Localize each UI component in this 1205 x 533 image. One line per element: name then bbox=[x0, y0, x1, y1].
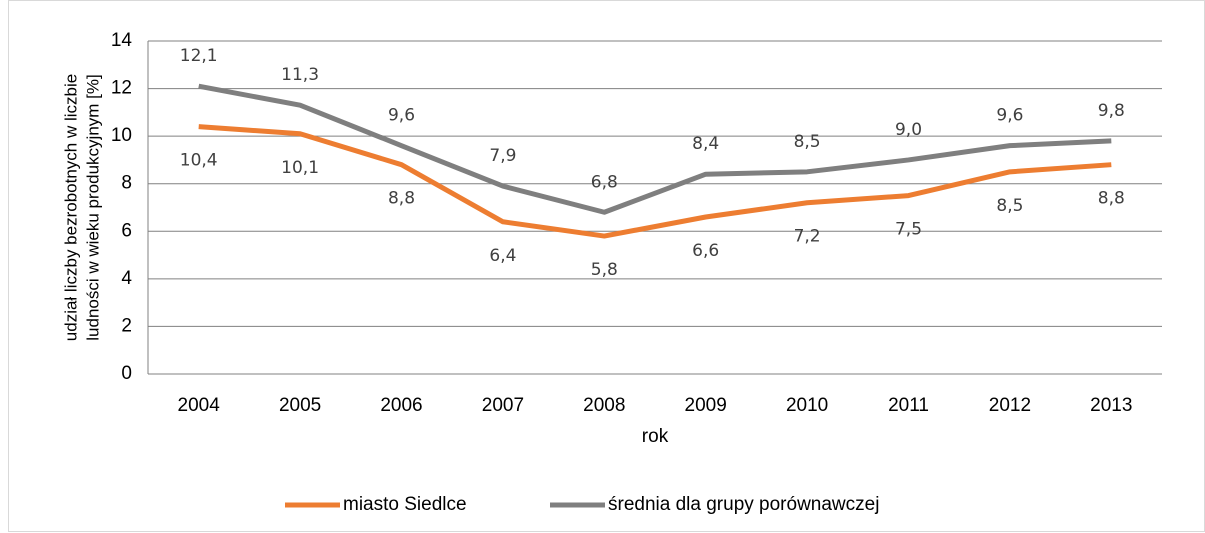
data-label: 8,8 bbox=[388, 189, 415, 209]
y-tick-label: 14 bbox=[111, 30, 133, 51]
data-label: 12,1 bbox=[180, 46, 218, 66]
x-tick-label: 2004 bbox=[178, 395, 221, 416]
data-label: 5,8 bbox=[591, 260, 618, 280]
y-tick-label: 12 bbox=[111, 78, 132, 99]
y-tick-label: 2 bbox=[121, 315, 132, 336]
data-label: 6,4 bbox=[489, 246, 516, 266]
x-axis-label: rok bbox=[642, 426, 669, 447]
data-label: 9,6 bbox=[388, 106, 415, 126]
data-label: 9,6 bbox=[996, 106, 1023, 126]
series-line bbox=[198, 83, 1112, 215]
legend-label: miasto Siedlce bbox=[343, 494, 467, 515]
data-label: 10,4 bbox=[180, 151, 218, 171]
y-tick-label: 10 bbox=[111, 125, 132, 146]
x-tick-label: 2011 bbox=[888, 395, 929, 416]
series-line bbox=[198, 124, 1112, 239]
data-label: 8,5 bbox=[996, 196, 1023, 216]
data-label: 9,0 bbox=[895, 120, 922, 140]
x-tick-label: 2009 bbox=[685, 395, 727, 416]
y-tick-label: 8 bbox=[121, 173, 132, 194]
data-label: 11,3 bbox=[281, 65, 319, 85]
x-tick-label: 2008 bbox=[583, 395, 625, 416]
data-label: 9,8 bbox=[1098, 101, 1125, 121]
x-tick-label: 2005 bbox=[279, 395, 321, 416]
y-tick-label: 4 bbox=[121, 268, 132, 289]
data-label: 6,8 bbox=[591, 172, 618, 192]
y-tick-label: 0 bbox=[121, 363, 132, 384]
data-label: 10,1 bbox=[281, 158, 319, 178]
data-label: 7,5 bbox=[895, 220, 922, 240]
legend-label: średnia dla grupy porównawczej bbox=[608, 494, 879, 515]
data-label: 7,9 bbox=[489, 146, 516, 166]
x-tick-label: 2010 bbox=[786, 395, 828, 416]
x-tick-label: 2007 bbox=[482, 395, 524, 416]
y-tick-label: 6 bbox=[121, 220, 132, 241]
x-tick-label: 2013 bbox=[1090, 395, 1132, 416]
y-axis-label: ludności w wieku produkcyjnym [%] bbox=[83, 74, 102, 340]
data-label: 7,2 bbox=[794, 227, 821, 247]
y-axis-label: udział liczby bezrobotnych w liczbie bbox=[61, 74, 80, 341]
x-tick-label: 2012 bbox=[989, 395, 1031, 416]
data-label: 8,4 bbox=[692, 134, 719, 154]
data-label: 6,6 bbox=[692, 241, 719, 261]
data-label: 8,5 bbox=[794, 132, 821, 152]
data-label: 8,8 bbox=[1098, 189, 1125, 209]
x-tick-label: 2006 bbox=[380, 395, 422, 416]
